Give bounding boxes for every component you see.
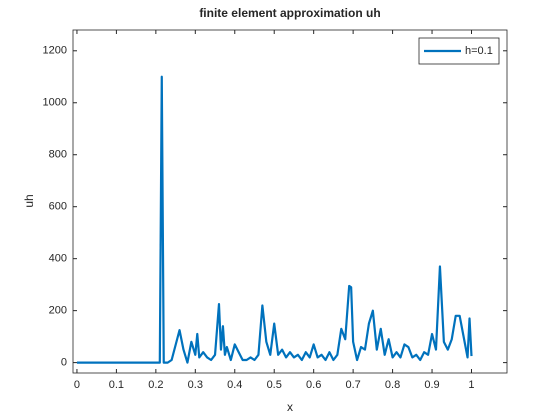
legend-label: h=0.1 xyxy=(465,45,493,57)
y-tick-label: 1000 xyxy=(43,97,67,109)
x-tick-label: 0.8 xyxy=(385,379,400,391)
y-tick-label: 800 xyxy=(49,149,67,161)
x-tick-label: 0.7 xyxy=(345,379,360,391)
y-tick-label: 200 xyxy=(49,305,67,317)
y-axis-label: uh xyxy=(22,194,36,207)
x-tick-label: 0.9 xyxy=(424,379,439,391)
y-tick-label: 1200 xyxy=(43,45,67,57)
data-line xyxy=(76,75,473,364)
x-tick-label: 0.2 xyxy=(148,379,163,391)
x-tick-label: 1 xyxy=(468,379,474,391)
y-tick-label: 400 xyxy=(49,253,67,265)
x-axis-label: x xyxy=(287,400,293,414)
chart-title: finite element approximation uh xyxy=(199,6,380,20)
x-tick-label: 0 xyxy=(74,379,80,391)
y-tick-label: 600 xyxy=(49,201,67,213)
y-tick-label: 0 xyxy=(61,357,67,369)
axes-box xyxy=(72,29,508,374)
x-tick-label: 0.1 xyxy=(109,379,124,391)
x-tick-label: 0.3 xyxy=(188,379,203,391)
x-tick-label: 0.4 xyxy=(227,379,242,391)
x-tick-label: 0.5 xyxy=(267,379,282,391)
x-tick-label: 0.6 xyxy=(306,379,321,391)
